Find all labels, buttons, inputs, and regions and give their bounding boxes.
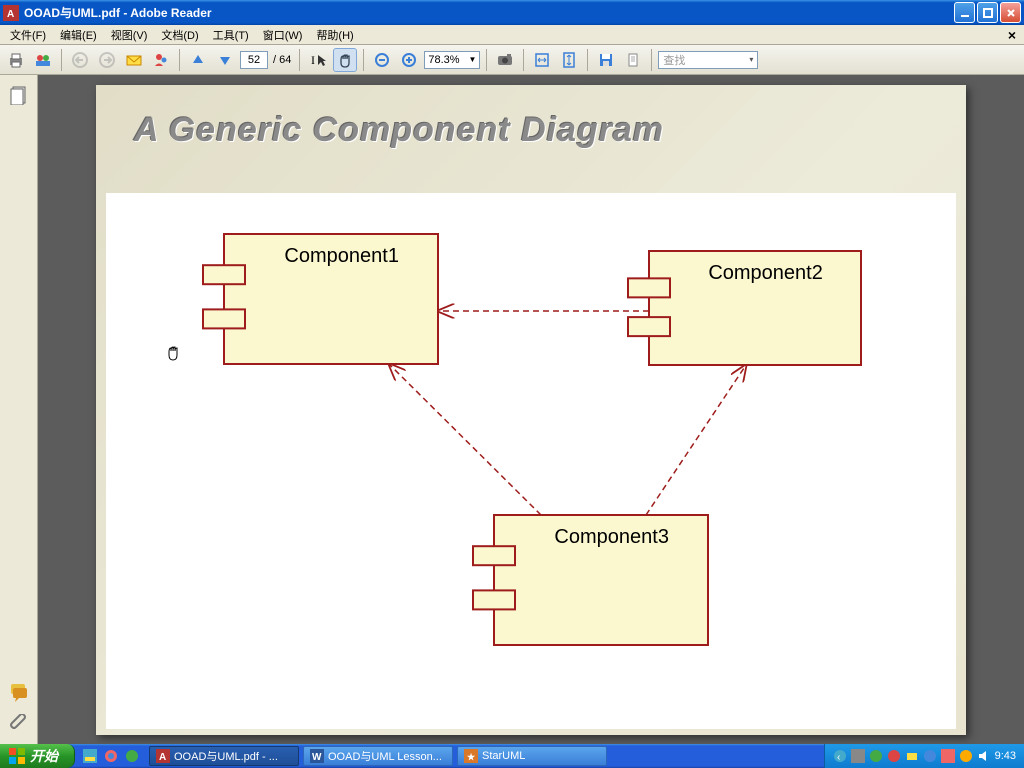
browser-button[interactable] [102,747,120,765]
menubar-close-x[interactable]: × [1004,27,1020,43]
volume-button[interactable] [123,747,141,765]
pdf-page: A Generic Component Diagram Component1Co… [96,85,966,735]
save-button[interactable] [594,48,618,72]
close-button[interactable] [1000,2,1021,23]
menu-file[interactable]: 文件(F) [4,25,52,45]
menubar: 文件(F) 编辑(E) 视图(V) 文档(D) 工具(T) 窗口(W) 帮助(H… [0,25,1024,45]
tray-icon[interactable] [851,749,865,763]
tray-icon[interactable] [869,749,883,763]
nav-panel [0,75,38,744]
fit-width-button[interactable] [530,48,554,72]
app-icon: A [3,5,19,21]
prev-view-button[interactable] [68,48,92,72]
page-count-label: / 64 [273,54,291,66]
slide-title: A Generic Component Diagram [134,111,664,150]
task-button[interactable]: A OOAD与UML.pdf - ... [149,746,299,766]
menu-view[interactable]: 视图(V) [105,25,154,45]
menu-help[interactable]: 帮助(H) [310,25,359,45]
tray-icon[interactable] [923,749,937,763]
menu-document[interactable]: 文档(D) [155,25,204,45]
component-diagram: Component1 Component2 Component3 [106,193,956,729]
menu-window[interactable]: 窗口(W) [257,25,309,45]
search-input[interactable]: 查找▾ [658,51,758,69]
clock[interactable]: 9:43 [995,750,1016,762]
zoom-in-button[interactable] [397,48,421,72]
zoom-select[interactable]: 78.3%▼ [424,51,480,69]
start-button[interactable]: 开始 [0,744,75,768]
menu-tools[interactable]: 工具(T) [207,25,255,45]
task-button[interactable]: W OOAD与UML Lesson... [303,746,453,766]
fit-page-button[interactable] [557,48,581,72]
window-titlebar: A OOAD与UML.pdf - Adobe Reader [0,0,1024,25]
window-title: OOAD与UML.pdf - Adobe Reader [24,4,954,21]
single-page-button[interactable] [621,48,645,72]
menu-edit[interactable]: 编辑(E) [54,25,103,45]
hand-cursor-icon [164,343,182,363]
volume-icon[interactable] [977,749,991,763]
document-area[interactable]: A Generic Component Diagram Component1Co… [38,75,1024,744]
maximize-button[interactable] [977,2,998,23]
select-tool-button[interactable]: I [306,48,330,72]
tray-icon[interactable] [887,749,901,763]
svg-text:Component1: Component1 [284,245,399,267]
show-desktop-button[interactable] [81,747,99,765]
quick-launch [81,747,141,765]
tray-icon[interactable] [959,749,973,763]
email-button[interactable] [122,48,146,72]
svg-text:Component3: Component3 [554,526,669,548]
comments-panel-button[interactable] [7,680,31,704]
zoom-out-button[interactable] [370,48,394,72]
start-meeting-button[interactable] [149,48,173,72]
snapshot-button[interactable] [493,48,517,72]
hand-tool-button[interactable] [333,48,357,72]
svg-text:Component2: Component2 [708,262,823,284]
svg-text:★: ★ [467,752,476,762]
svg-text:W: W [312,752,322,763]
print-button[interactable] [4,48,28,72]
svg-text:A: A [7,9,14,20]
page-down-button[interactable] [213,48,237,72]
tray-icon[interactable] [905,749,919,763]
toolbar: / 64 I 78.3%▼ 查找▾ [0,45,1024,75]
collab-button[interactable] [31,48,55,72]
taskbar: 开始 A OOAD与UML.pdf - ... W OOAD与UML Lesso… [0,744,1024,768]
task-button[interactable]: ★ StarUML [457,746,607,766]
svg-text:I: I [311,53,315,67]
svg-text:‹: ‹ [837,752,840,763]
pages-panel-button[interactable] [7,83,31,107]
tray-expand-icon[interactable]: ‹ [833,749,847,763]
minimize-button[interactable] [954,2,975,23]
next-view-button[interactable] [95,48,119,72]
svg-text:A: A [159,752,166,763]
tray-icon[interactable] [941,749,955,763]
page-number-input[interactable] [240,51,268,69]
attachments-panel-button[interactable] [7,712,31,736]
page-up-button[interactable] [186,48,210,72]
system-tray[interactable]: ‹ 9:43 [824,744,1024,768]
